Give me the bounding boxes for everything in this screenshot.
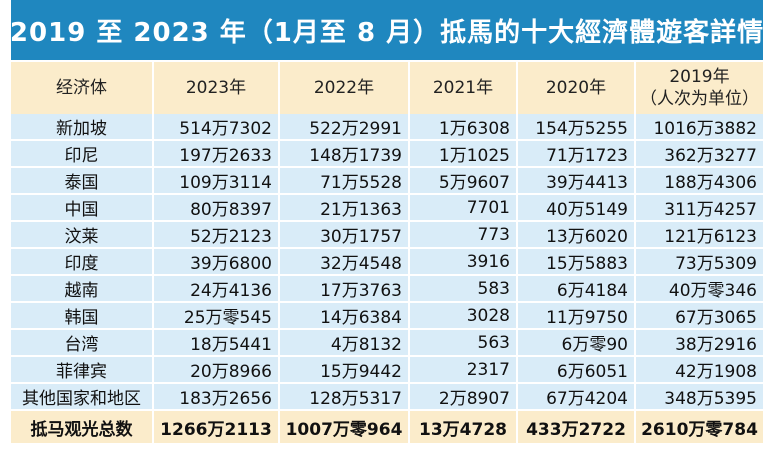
table-row: 韩国 25万零545 14万6384 3028 11万9750 67万3065	[11, 302, 763, 330]
cell-2023: 24万4136	[153, 275, 280, 303]
header-2020: 2020年	[517, 62, 636, 114]
cell-2022: 4万8132	[279, 329, 410, 357]
total-cell-2021: 13万4728	[409, 409, 518, 445]
total-cell-2020: 433万2722	[517, 409, 636, 445]
cell-economy: 新加坡	[11, 114, 154, 141]
cell-2021: 3916	[409, 248, 518, 276]
cell-2021: 5万9607	[409, 167, 518, 195]
cell-2023: 18万5441	[153, 329, 280, 357]
cell-2021: 583	[409, 275, 518, 303]
cell-2023: 39万6800	[153, 248, 280, 276]
cell-2019: 42万1908	[635, 356, 763, 384]
cell-2022: 14万6384	[279, 302, 410, 330]
cell-2019: 188万4306	[635, 167, 763, 195]
cell-2023: 109万3114	[153, 167, 280, 195]
cell-2020: 13万6020	[517, 221, 636, 249]
cell-2022: 17万3763	[279, 275, 410, 303]
cell-2019: 362万3277	[635, 140, 763, 168]
cell-2021: 773	[409, 221, 518, 249]
cell-2022: 128万5317	[279, 383, 410, 411]
header-2019-year: 2019年	[669, 67, 730, 87]
table-row: 印度 39万6800 32万4548 3916 15万5883 73万5309	[11, 248, 763, 276]
table-row: 台湾 18万5441 4万8132 563 6万零90 38万2916	[11, 329, 763, 357]
header-2023: 2023年	[153, 62, 280, 114]
cell-economy: 菲律宾	[11, 356, 154, 384]
table-row: 印尼 197万2633 148万1739 1万1025 71万1723 362万3277	[11, 140, 763, 168]
table-row: 越南 24万4136 17万3763 583 6万4184 40万零346	[11, 275, 763, 303]
cell-2023: 183万2656	[153, 383, 280, 411]
cell-2022: 30万1757	[279, 221, 410, 249]
total-row: 抵马观光总数 1266万2113 1007万零964 13万4728 433万2…	[11, 409, 763, 445]
cell-economy: 印尼	[11, 140, 154, 168]
total-cell-2022: 1007万零964	[279, 409, 410, 445]
cell-2020: 71万1723	[517, 140, 636, 168]
table-row: 菲律宾 20万8966 15万9442 2317 6万6051 42万1908	[11, 356, 763, 384]
table-row: 汶莱 52万2123 30万1757 773 13万6020 121万6123	[11, 221, 763, 249]
cell-2019: 348万5395	[635, 383, 763, 411]
header-row: 经济体 2023年 2022年 2021年 2020年 2019年 （人次为单位…	[11, 62, 763, 114]
cell-2020: 11万9750	[517, 302, 636, 330]
cell-2023: 20万8966	[153, 356, 280, 384]
cell-2023: 197万2633	[153, 140, 280, 168]
cell-2023: 52万2123	[153, 221, 280, 249]
cell-2022: 522万2991	[279, 114, 410, 141]
cell-economy: 台湾	[11, 329, 154, 357]
cell-2020: 40万5149	[517, 194, 636, 222]
cell-economy: 中国	[11, 194, 154, 222]
cell-2020: 6万4184	[517, 275, 636, 303]
cell-2019: 121万6123	[635, 221, 763, 249]
table-row: 中国 80万8397 21万1363 7701 40万5149 311万4257	[11, 194, 763, 222]
total-cell-2019: 2610万零784	[635, 409, 763, 445]
cell-2023: 25万零545	[153, 302, 280, 330]
cell-2021: 7701	[409, 194, 518, 222]
table-row: 其他国家和地区 183万2656 128万5317 2万8907 67万4204 348万…	[11, 383, 763, 411]
cell-2019: 40万零346	[635, 275, 763, 303]
cell-2021: 2万8907	[409, 383, 518, 411]
cell-2019: 67万3065	[635, 302, 763, 330]
cell-2022: 21万1363	[279, 194, 410, 222]
cell-2021: 1万1025	[409, 140, 518, 168]
cell-2020: 15万5883	[517, 248, 636, 276]
header-economy: 经济体	[11, 62, 154, 114]
cell-2019: 73万5309	[635, 248, 763, 276]
header-unit-note: （人次为单位）	[640, 89, 759, 109]
cell-economy: 泰国	[11, 167, 154, 195]
cell-economy: 其他国家和地区	[11, 383, 154, 411]
cell-2020: 67万4204	[517, 383, 636, 411]
cell-2021: 1万6308	[409, 114, 518, 141]
cell-2019: 1016万3882	[635, 114, 763, 141]
cell-2020: 154万5255	[517, 114, 636, 141]
header-2019: 2019年 （人次为单位）	[635, 62, 763, 114]
cell-2022: 71万5528	[279, 167, 410, 195]
cell-2020: 39万4413	[517, 167, 636, 195]
table-row: 泰国 109万3114 71万5528 5万9607 39万4413 188万4306	[11, 167, 763, 195]
cell-economy: 越南	[11, 275, 154, 303]
cell-2021: 2317	[409, 356, 518, 384]
cell-2020: 6万零90	[517, 329, 636, 357]
cell-2020: 6万6051	[517, 356, 636, 384]
header-2022: 2022年	[279, 62, 410, 114]
page-title: 2019 至 2023 年（1月至 8 月）抵馬的十大經濟體遊客詳情	[10, 0, 763, 60]
cell-2023: 514万7302	[153, 114, 280, 141]
total-cell-2023: 1266万2113	[153, 409, 280, 445]
cell-2022: 15万9442	[279, 356, 410, 384]
total-label: 抵马观光总数	[11, 409, 154, 445]
header-2021: 2021年	[409, 62, 518, 114]
cell-2022: 32万4548	[279, 248, 410, 276]
cell-2023: 80万8397	[153, 194, 280, 222]
cell-2021: 563	[409, 329, 518, 357]
cell-2019: 311万4257	[635, 194, 763, 222]
cell-economy: 印度	[11, 248, 154, 276]
table-row: 新加坡 514万7302 522万2991 1万6308 154万5255 1016万38…	[11, 114, 763, 141]
cell-2022: 148万1739	[279, 140, 410, 168]
cell-economy: 韩国	[11, 302, 154, 330]
cell-2019: 38万2916	[635, 329, 763, 357]
cell-economy: 汶莱	[11, 221, 154, 249]
visitor-table: 经济体 2023年 2022年 2021年 2020年 2019年 （人次为单位…	[11, 62, 763, 445]
table-container: 2019 至 2023 年（1月至 8 月）抵馬的十大經濟體遊客詳情 经济体 2…	[10, 0, 763, 458]
cell-2021: 3028	[409, 302, 518, 330]
